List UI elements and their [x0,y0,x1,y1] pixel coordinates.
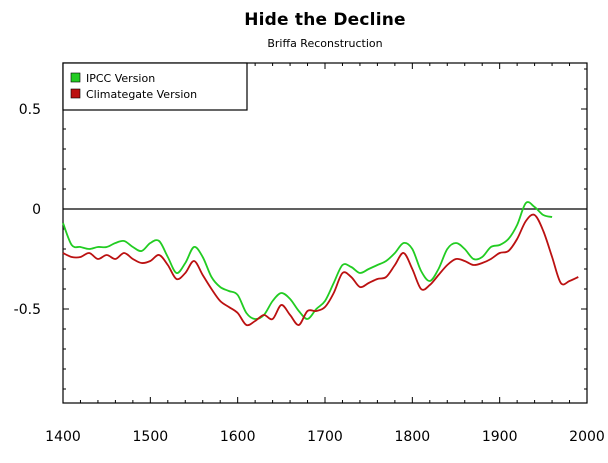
legend-swatch-ipcc [70,72,81,83]
x-tick-label: 1700 [307,429,343,445]
x-tick-label: 1800 [395,429,431,445]
legend-swatch-climategate [70,88,81,99]
x-tick-label: 1900 [482,429,518,445]
x-tick-label: 1600 [220,429,256,445]
legend-label-climategate: Climategate Version [86,88,197,101]
x-tick-label: 1400 [45,429,81,445]
axis-ticks [62,63,588,403]
tick-labels: 1400 1500 1600 1700 1800 1900 2000 0.5 0 -0.5 [14,102,605,445]
y-tick-label: -0.5 [14,302,41,318]
y-tick-label: 0.5 [19,102,41,118]
series-lines [62,201,579,327]
chart-title: Hide the Decline [244,10,406,30]
series-line-climategate [62,213,579,327]
series-line-ipcc [62,201,553,320]
x-tick-label: 1500 [133,429,169,445]
plot-frame [62,62,588,404]
y-tick-label: 0 [32,202,41,218]
chart-subtitle: Briffa Reconstruction [267,37,383,50]
legend-label-ipcc: IPCC Version [86,72,155,85]
legend-box [62,62,248,111]
legend: IPCC Version Climategate Version [62,62,248,111]
x-tick-label: 2000 [569,429,605,445]
